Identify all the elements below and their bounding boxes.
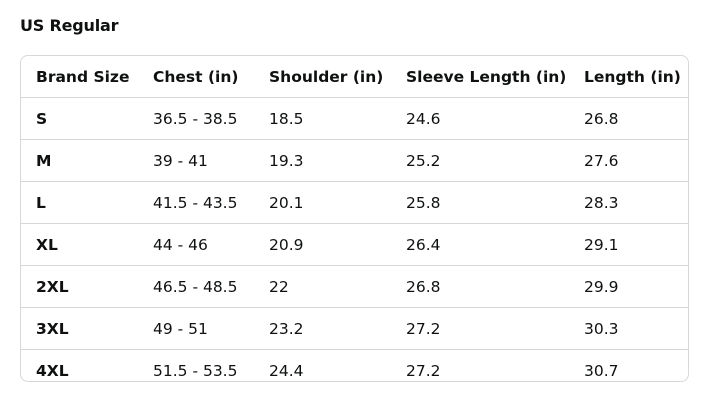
cell-sleeve-length: 25.2 [391,139,569,182]
table-row: L 41.5 - 43.5 20.1 25.8 28.3 [21,181,688,224]
cell-brand-size: XL [21,223,138,266]
cell-brand-size: S [21,97,138,140]
cell-chest: 41.5 - 43.5 [138,181,254,224]
header-brand-size: Brand Size [36,67,130,86]
cell-sleeve-length: 24.6 [391,97,569,140]
table-row: S 36.5 - 38.5 18.5 24.6 26.8 [21,97,688,140]
cell-sleeve-length: 27.2 [391,307,569,350]
cell-shoulder: 24.4 [254,349,391,381]
cell-sleeve-length: 25.8 [391,181,569,224]
cell-sleeve-length: 27.2 [391,349,569,381]
table-row: 4XL 51.5 - 53.5 24.4 27.2 30.7 [21,349,688,381]
table-row: M 39 - 41 19.3 25.2 27.6 [21,139,688,182]
header-sleeve-length: Sleeve Length (in) [406,67,567,86]
cell-brand-size: 2XL [21,265,138,308]
cell-brand-size: 3XL [21,307,138,350]
header-shoulder: Shoulder (in) [269,67,384,86]
cell-sleeve-length: 26.8 [391,265,569,308]
cell-chest: 46.5 - 48.5 [138,265,254,308]
cell-chest: 44 - 46 [138,223,254,266]
header-length: Length (in) [584,67,681,86]
cell-shoulder: 20.9 [254,223,391,266]
cell-shoulder: 22 [254,265,391,308]
cell-sleeve-length: 26.4 [391,223,569,266]
cell-brand-size: 4XL [21,349,138,381]
cell-brand-size: M [21,139,138,182]
cell-length: 27.6 [569,139,688,182]
table-body: S 36.5 - 38.5 18.5 24.6 26.8 M 39 - 41 1… [21,97,688,381]
cell-chest: 49 - 51 [138,307,254,350]
table-header: Brand Size Chest (in) Shoulder (in) Slee… [21,56,688,98]
table-row: 3XL 49 - 51 23.2 27.2 30.3 [21,307,688,350]
cell-length: 28.3 [569,181,688,224]
cell-shoulder: 20.1 [254,181,391,224]
cell-shoulder: 23.2 [254,307,391,350]
cell-brand-size: L [21,181,138,224]
cell-shoulder: 19.3 [254,139,391,182]
cell-length: 30.7 [569,349,688,381]
cell-length: 26.8 [569,97,688,140]
cell-chest: 36.5 - 38.5 [138,97,254,140]
cell-chest: 51.5 - 53.5 [138,349,254,381]
cell-length: 29.1 [569,223,688,266]
size-chart-title: US Regular [20,16,119,35]
header-row: Brand Size Chest (in) Shoulder (in) Slee… [21,56,688,98]
cell-length: 30.3 [569,307,688,350]
cell-chest: 39 - 41 [138,139,254,182]
cell-length: 29.9 [569,265,688,308]
table-row: XL 44 - 46 20.9 26.4 29.1 [21,223,688,266]
header-chest: Chest (in) [153,67,239,86]
size-chart-table-container: Brand Size Chest (in) Shoulder (in) Slee… [20,55,689,382]
table-row: 2XL 46.5 - 48.5 22 26.8 29.9 [21,265,688,308]
size-chart-table: Brand Size Chest (in) Shoulder (in) Slee… [21,56,688,381]
cell-shoulder: 18.5 [254,97,391,140]
